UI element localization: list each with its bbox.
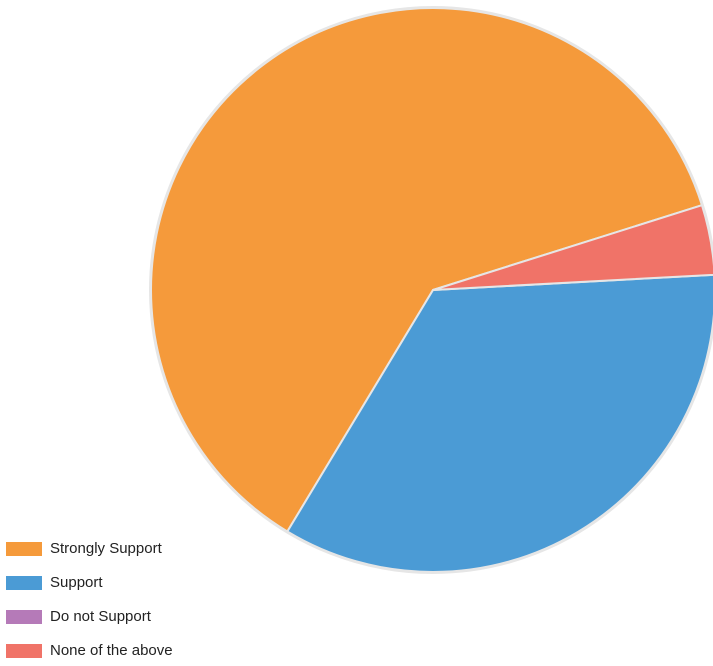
- legend-swatch-do-not-support: [6, 610, 42, 624]
- legend-item-none-of-the-above: None of the above: [6, 640, 173, 662]
- legend-label-strongly-support: Strongly Support: [50, 540, 162, 557]
- legend-item-strongly-support: Strongly Support: [6, 538, 173, 560]
- legend-label-do-not-support: Do not Support: [50, 608, 151, 625]
- pie-slice-strongly-support: [150, 7, 703, 533]
- pie-slice-support: [286, 273, 713, 574]
- legend-swatch-support: [6, 576, 42, 590]
- legend-swatch-strongly-support: [6, 542, 42, 556]
- legend-label-support: Support: [50, 574, 103, 591]
- legend: Strongly Support Support Do not Support …: [6, 538, 173, 662]
- legend-label-none-of-the-above: None of the above: [50, 642, 173, 659]
- legend-swatch-none-of-the-above: [6, 644, 42, 658]
- legend-item-support: Support: [6, 572, 173, 594]
- pie-slice-none-of-the-above: [432, 204, 713, 291]
- legend-item-do-not-support: Do not Support: [6, 606, 173, 628]
